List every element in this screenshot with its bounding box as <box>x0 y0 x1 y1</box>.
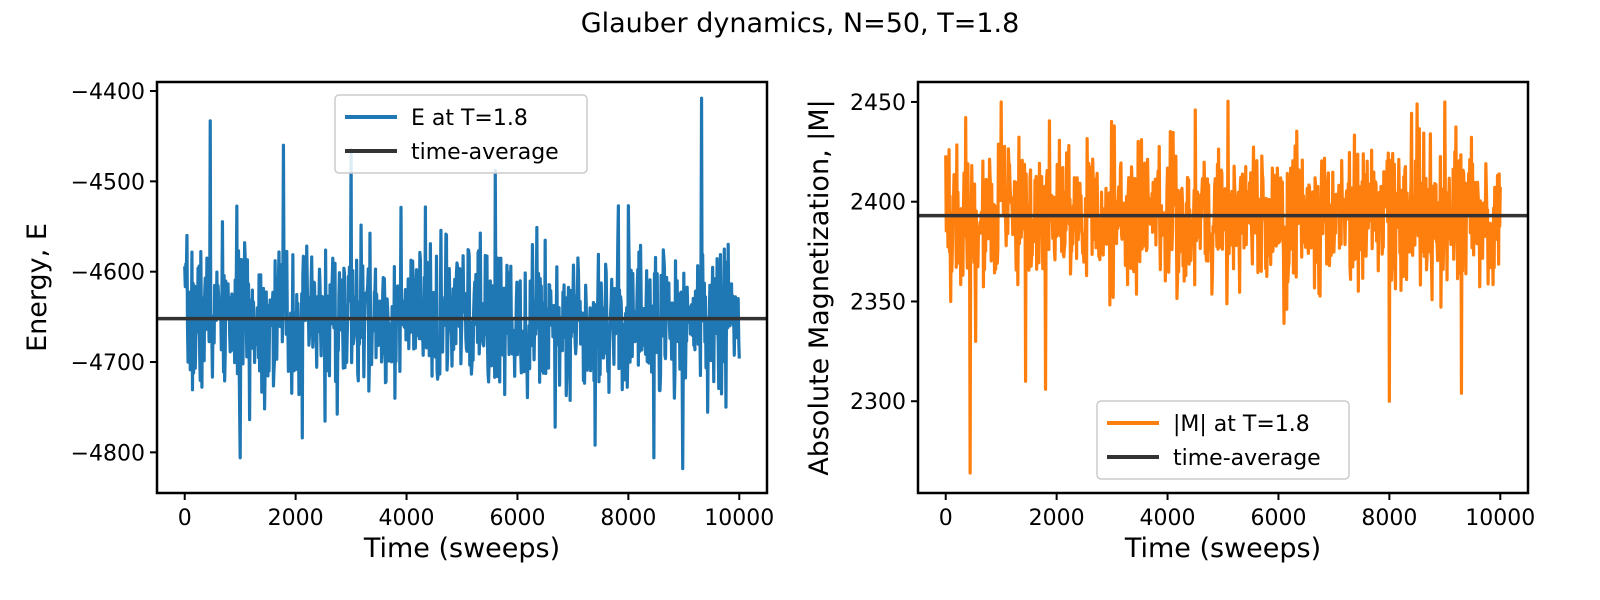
y-tick-label: −4400 <box>71 80 145 105</box>
y-tick-label: 2400 <box>850 191 906 216</box>
x-tick-label: 10000 <box>1465 506 1535 531</box>
x-tick-label: 8000 <box>600 506 656 531</box>
y-axis-label: Energy, E <box>22 223 53 352</box>
axes-frame <box>155 80 769 495</box>
x-tick-label: 4000 <box>1140 506 1196 531</box>
x-tick-label: 2000 <box>1029 506 1085 531</box>
y-tick-label: 2450 <box>850 91 906 116</box>
legend-box <box>334 94 588 174</box>
x-tick-label: 4000 <box>379 506 435 531</box>
y-axis-label: Absolute Magnetization, |M| <box>804 99 835 475</box>
x-tick-label: 10000 <box>704 506 774 531</box>
y-tick-label: 2300 <box>850 390 906 415</box>
y-tick-label: −4500 <box>71 170 145 195</box>
x-tick-label: 8000 <box>1361 506 1417 531</box>
x-tick-label: 0 <box>178 506 192 531</box>
x-tick-label: 0 <box>939 506 953 531</box>
series-line-magnetization <box>944 99 1502 475</box>
y-tick-label: −4800 <box>71 441 145 466</box>
x-tick-label: 2000 <box>268 506 324 531</box>
chart-2: 0 2000 4000 6000 8000 10000 2300 2350 2400 2450 Ti… <box>804 80 1535 564</box>
x-tick-label: 6000 <box>489 506 545 531</box>
x-tick-label: 6000 <box>1250 506 1306 531</box>
y-tick-label: −4600 <box>71 261 145 286</box>
legend-label: time-average <box>411 140 559 165</box>
axes-frame <box>916 80 1530 495</box>
chart-1: 0 2000 4000 6000 8000 10000 −4800 −4700 −4600 −45… <box>22 80 774 564</box>
legend-label: time-average <box>1173 446 1321 471</box>
series-line-energy <box>183 96 741 471</box>
legend-label: |M| at T=1.8 <box>1173 412 1310 437</box>
y-tick-label: −4700 <box>71 351 145 376</box>
x-axis-label: Time (sweeps) <box>363 533 560 564</box>
y-tick-label: 2350 <box>850 290 906 315</box>
legend: E at T=1.8 time-average <box>334 94 588 174</box>
legend-box <box>1096 400 1350 480</box>
x-axis-label: Time (sweeps) <box>1124 533 1321 564</box>
legend-label: E at T=1.8 <box>411 106 528 131</box>
figure-title: Glauber dynamics, N=50, T=1.8 <box>580 8 1020 39</box>
legend: |M| at T=1.8 time-average <box>1096 400 1350 480</box>
